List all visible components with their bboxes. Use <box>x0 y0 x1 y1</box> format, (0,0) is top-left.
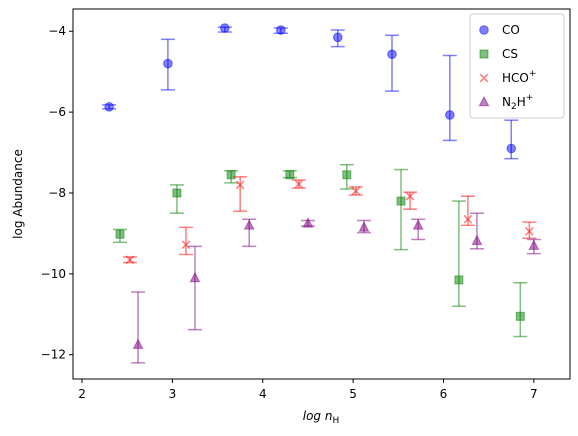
data-point <box>515 311 525 321</box>
x-axis-ticks: 2 3 4 5 6 7 <box>78 379 538 401</box>
data-point <box>285 170 295 180</box>
legend-marker <box>478 95 490 107</box>
legend-label: HCO+ <box>502 69 536 85</box>
legend-item: N2H+ <box>478 93 533 112</box>
x-tick-label: 2 <box>78 387 86 401</box>
data-point <box>189 271 201 283</box>
data-point <box>235 180 245 190</box>
x-tick-label: 7 <box>530 387 538 401</box>
series-n2h- <box>131 212 541 364</box>
error-bar <box>403 191 418 210</box>
error-bar <box>384 34 399 92</box>
data-point <box>132 338 144 349</box>
error-bar <box>394 168 409 251</box>
legend-label-sup: + <box>529 69 537 79</box>
legend-label-sup: + <box>526 93 534 103</box>
legend-marker <box>479 73 489 83</box>
data-point <box>172 188 182 198</box>
data-point <box>524 227 534 236</box>
data-point <box>396 196 406 206</box>
y-tick-label: −6 <box>48 105 66 119</box>
legend-item: HCO+ <box>479 69 536 85</box>
legend-marker <box>479 25 489 35</box>
x-tick-label: 5 <box>349 387 357 401</box>
data-point <box>220 23 230 33</box>
y-axis-ticks: −12 −10 −8 −6 −4 <box>41 24 73 362</box>
legend-label: CS <box>502 47 518 61</box>
y-tick-label: −10 <box>41 267 66 281</box>
data-point <box>163 58 173 69</box>
error-bar <box>522 221 537 240</box>
legend-marker <box>479 49 489 59</box>
series-co <box>102 23 519 160</box>
x-axis-label-main: log n <box>303 409 333 423</box>
error-bar <box>131 291 146 364</box>
data-point <box>454 275 464 285</box>
y-axis-label: log Abundance <box>11 149 25 239</box>
series-cs <box>112 163 528 338</box>
y-tick-label: −12 <box>41 348 66 362</box>
data-point <box>226 170 236 180</box>
data-point <box>412 219 424 230</box>
legend-label-main: CO <box>502 23 520 37</box>
legend-label-tail: H <box>517 95 526 109</box>
data-point <box>445 110 455 120</box>
legend-label: N2H+ <box>502 93 533 112</box>
x-axis-label: log nH <box>303 409 340 426</box>
error-bar <box>187 245 202 331</box>
legend-box <box>469 13 565 119</box>
legend-item: CS <box>479 47 518 61</box>
x-tick-label: 4 <box>259 387 267 401</box>
legend-label-main: HCO <box>502 71 529 85</box>
data-point <box>125 255 135 265</box>
y-tick-label: −8 <box>48 186 66 200</box>
data-point <box>351 186 361 196</box>
data-point <box>405 191 415 201</box>
data-point <box>115 229 125 239</box>
legend-item: CO <box>479 23 520 37</box>
error-bar <box>178 226 193 256</box>
data-point <box>243 219 255 230</box>
data-point <box>506 143 517 154</box>
data-point <box>471 234 483 246</box>
data-point <box>332 32 343 43</box>
data-point <box>342 170 352 180</box>
error-bar <box>451 200 466 307</box>
data-point <box>528 239 540 250</box>
y-tick-label: −4 <box>48 24 66 38</box>
data-point <box>358 221 370 232</box>
plot-marks <box>102 23 541 364</box>
plot-frame <box>72 8 571 380</box>
error-bar <box>460 195 475 227</box>
legend-label: CO <box>502 23 520 37</box>
data-point <box>387 49 397 60</box>
error-bar <box>513 282 528 338</box>
error-bar <box>442 54 457 142</box>
legend-label-main: CS <box>502 47 518 61</box>
series-hco- <box>122 176 537 265</box>
legend-label-sub: 2 <box>511 102 517 112</box>
x-tick-label: 6 <box>440 387 448 401</box>
data-point <box>302 217 314 228</box>
data-point <box>294 179 304 189</box>
data-point <box>104 102 114 112</box>
error-bar <box>233 176 248 212</box>
legend-label-main: N <box>502 95 511 109</box>
x-axis-label-sub: H <box>332 416 339 426</box>
x-tick-label: 3 <box>169 387 177 401</box>
data-point <box>276 25 286 35</box>
data-point <box>181 240 191 250</box>
data-point <box>463 214 473 224</box>
